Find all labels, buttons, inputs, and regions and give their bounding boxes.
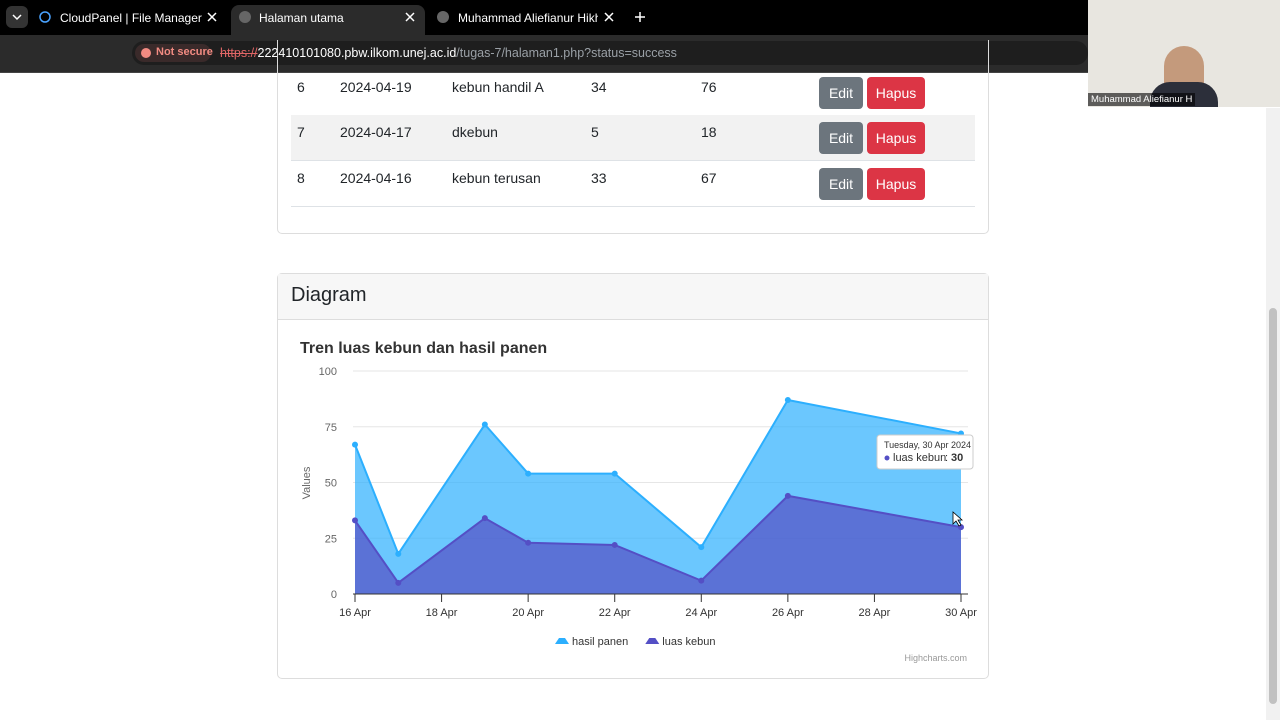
y-tick-label: 75 (325, 422, 337, 434)
tab[interactable]: Muhammad Aliefianur Hikhma (458, 11, 598, 25)
point[interactable] (784, 492, 791, 499)
tooltip-name: luas kebun (893, 452, 946, 464)
point[interactable] (352, 517, 358, 524)
x-tick-label: 22 Apr (599, 607, 631, 619)
point[interactable] (395, 550, 402, 557)
tab-active[interactable]: Halaman utama (231, 5, 425, 35)
legend-label[interactable]: hasil panen (572, 636, 628, 648)
y-axis-label: Values (301, 466, 313, 499)
delete-button[interactable]: Hapus (867, 122, 925, 155)
x-tick-label: 24 Apr (685, 607, 717, 619)
tooltip (876, 434, 974, 470)
y-tick-label: 25 (325, 533, 337, 545)
edit-button[interactable]: Edit (819, 77, 863, 109)
tab-menu[interactable] (6, 6, 28, 28)
webcam: Muhammad Aliefianur H (1088, 0, 1280, 107)
x-tick-label: 20 Apr (512, 607, 544, 619)
table-cell: 8 (297, 169, 305, 186)
x-tick-label: 16 Apr (339, 607, 371, 619)
edit-button[interactable]: Edit (819, 122, 863, 155)
card-title: Diagram (291, 284, 367, 306)
scrollbar (1266, 108, 1280, 720)
point[interactable] (395, 579, 402, 586)
x-tick-label: 28 Apr (859, 607, 891, 619)
security-chip[interactable] (135, 44, 211, 62)
tooltip-colon: : (945, 452, 948, 464)
x-tick-label: 26 Apr (772, 607, 804, 619)
delete-button[interactable]: Hapus (867, 77, 925, 109)
table-cell: 2024-04-17 (340, 124, 412, 141)
table-cell: 34 (591, 79, 607, 95)
tooltip-date: Tuesday, 30 Apr 2024 (884, 440, 971, 450)
table-cell: 33 (591, 169, 607, 186)
cursor (952, 511, 964, 527)
table-cell: 2024-04-16 (340, 169, 412, 186)
table-cell: 5 (591, 124, 599, 141)
table-cell: kebun handil A (452, 79, 544, 95)
card-header (278, 274, 988, 320)
legend-symbol[interactable] (645, 638, 660, 644)
webcam-name: Muhammad Aliefianur H (1088, 93, 1196, 106)
tooltip-value: 30 (951, 452, 963, 464)
table-cell: kebun terusan (452, 169, 541, 186)
url-host: 222410101080.pbw.ilkom.unej.ac.id (257, 46, 457, 60)
table-row (291, 161, 975, 207)
point[interactable] (698, 544, 705, 551)
area (355, 495, 961, 594)
credits[interactable]: Highcharts.com (904, 653, 967, 663)
table-cell: 76 (701, 79, 717, 95)
table-cell: dkebun (452, 124, 498, 141)
table-cell: 67 (701, 169, 717, 186)
table-cell: 7 (297, 124, 305, 141)
point[interactable] (698, 577, 705, 584)
warning-icon (141, 48, 151, 58)
chart-title: Tren luas kebun dan hasil panen (300, 340, 547, 357)
table-card (277, 40, 989, 234)
not-secure: Not secure (156, 46, 213, 58)
y-tick-label: 0 (331, 589, 337, 601)
table-cell: 18 (701, 124, 717, 141)
tab[interactable]: CloudPanel | File Manager (60, 11, 202, 25)
point[interactable] (784, 396, 791, 403)
y-tick-label: 50 (325, 478, 337, 490)
address-bar[interactable] (132, 41, 1088, 65)
point[interactable] (481, 421, 488, 428)
url: https://222410101080.pbw.ilkom.unej.ac.i… (220, 46, 677, 60)
x-tick-label: 18 Apr (426, 607, 458, 619)
line (354, 494, 962, 585)
y-tick-label: 100 (319, 366, 337, 378)
url-scheme: https:// (220, 46, 258, 60)
tooltip-dot (884, 455, 890, 461)
url-path: /tugas-7/halaman1.php?status=success (456, 46, 677, 60)
table-cell: 6 (297, 79, 305, 95)
diagram-card: Diagram (277, 273, 989, 679)
point[interactable] (525, 470, 532, 477)
point[interactable] (611, 470, 618, 477)
legend-label[interactable]: luas kebun (662, 636, 715, 648)
point[interactable] (352, 441, 358, 448)
scroll-thumb[interactable] (1269, 308, 1277, 704)
x-tick-label: 30 Apr (945, 607, 977, 619)
table-cell: 2024-04-19 (340, 79, 412, 95)
point[interactable] (611, 541, 618, 548)
line (354, 398, 962, 556)
edit-button[interactable]: Edit (819, 167, 863, 200)
legend-symbol[interactable] (555, 638, 569, 644)
delete-button[interactable]: Hapus (867, 167, 925, 200)
point[interactable] (481, 515, 488, 522)
point[interactable] (525, 539, 532, 546)
